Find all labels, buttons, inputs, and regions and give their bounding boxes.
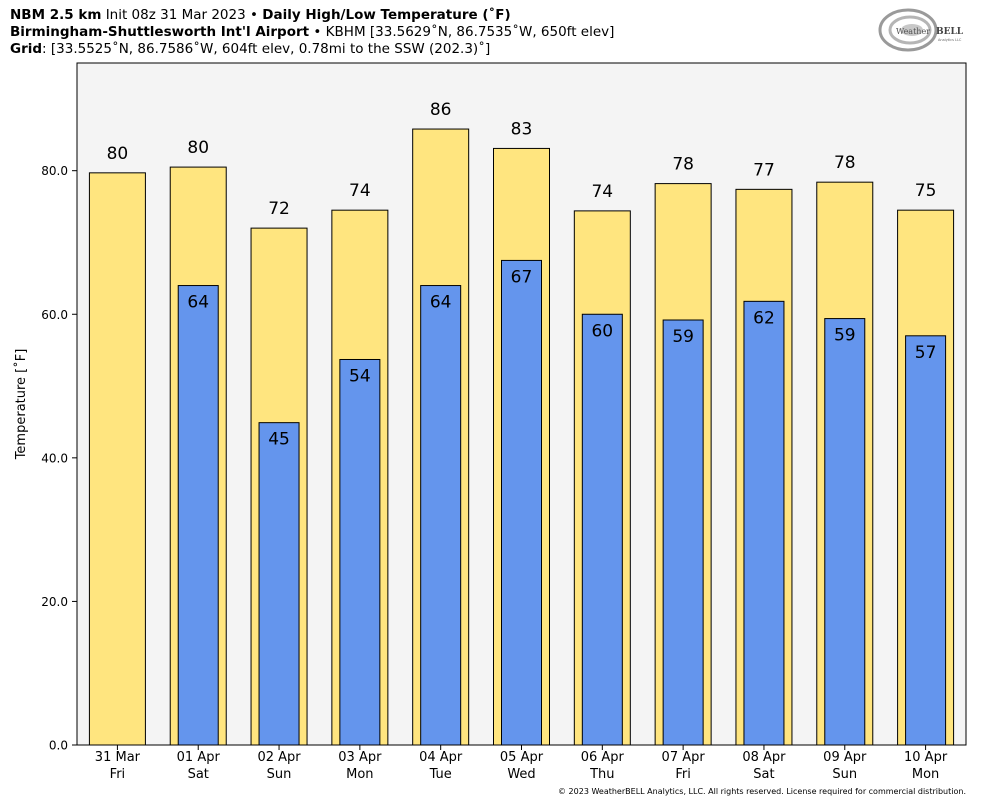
low-value-label: 67	[511, 267, 533, 287]
y-tick-label: 40.0	[41, 451, 68, 465]
high-value-label: 83	[511, 119, 533, 139]
low-bar	[905, 335, 947, 746]
low-bar	[339, 358, 381, 746]
model-name: NBM 2.5 km	[10, 7, 102, 23]
high-value-label: 72	[268, 199, 290, 219]
x-tick-label-weekday: Sun	[267, 767, 292, 782]
x-tick-label-weekday: Sat	[188, 767, 209, 782]
high-bar	[88, 172, 146, 746]
init-time: Init 08z 31 Mar 2023	[105, 7, 246, 23]
logo-text-weather: Weather	[896, 27, 930, 36]
x-tick-label-date: 10 Apr	[904, 750, 948, 765]
product-title: Daily High/Low Temperature (˚F)	[262, 7, 511, 23]
low-value-label: 59	[672, 327, 694, 347]
high-value-label: 75	[915, 181, 937, 201]
x-tick-label-date: 01 Apr	[177, 750, 221, 765]
x-tick-label-weekday: Mon	[346, 767, 373, 782]
x-tick-label-weekday: Tue	[429, 767, 452, 782]
low-value-label: 57	[915, 343, 937, 363]
low-value-label: 60	[591, 321, 613, 341]
low-bar	[581, 313, 623, 746]
x-tick-label-date: 31 Mar	[95, 750, 141, 765]
high-value-label: 78	[834, 153, 856, 173]
x-tick-label-date: 06 Apr	[581, 750, 625, 765]
low-temperature-series	[177, 259, 947, 746]
low-bar	[824, 318, 866, 746]
weatherbell-logo: Weather BELL Analytics LLC	[878, 8, 964, 52]
y-tick-label: 20.0	[41, 595, 68, 609]
y-axis-label: Temperature [˚F]	[13, 349, 29, 461]
x-tick-label-weekday: Sat	[753, 767, 774, 782]
x-tick-label-weekday: Wed	[507, 767, 535, 782]
station-name: Birmingham-Shuttlesworth Int'l Airport	[10, 24, 310, 40]
high-value-label: 74	[591, 182, 613, 202]
header-line-1: NBM 2.5 km Init 08z 31 Mar 2023 • Daily …	[10, 6, 511, 24]
high-value-labels: 80 80 72 74 86 83 74 78 77 78 75	[107, 100, 937, 219]
bullet-separator: •	[313, 24, 322, 40]
x-tick-label-date: 02 Apr	[257, 750, 301, 765]
y-tick-label: 80.0	[41, 164, 68, 178]
x-tick-label-weekday: Fri	[110, 767, 126, 782]
low-bar	[662, 319, 704, 746]
low-value-label: 54	[349, 366, 371, 386]
low-value-label: 64	[430, 293, 452, 313]
y-axis: 0.0 20.0 40.0 60.0 80.0	[41, 164, 77, 753]
x-tick-label-date: 09 Apr	[823, 750, 867, 765]
x-axis: 31 Mar Fri 01 Apr Sat 02 Apr Sun 03 Apr Mon 04 A…	[95, 745, 948, 782]
x-tick-label-date: 03 Apr	[338, 750, 382, 765]
grid-info: : [33.5525˚N, 86.7586˚W, 604ft elev, 0.7…	[42, 41, 491, 57]
x-tick-label-weekday: Fri	[675, 767, 691, 782]
x-tick-label-date: 07 Apr	[662, 750, 706, 765]
x-tick-label-weekday: Mon	[912, 767, 939, 782]
low-bar	[177, 285, 219, 746]
low-value-label: 59	[834, 326, 856, 346]
y-tick-label: 60.0	[41, 308, 68, 322]
low-value-label: 45	[268, 430, 290, 450]
low-bar	[743, 300, 785, 746]
low-bar	[258, 422, 300, 746]
high-value-label: 78	[672, 155, 694, 175]
high-value-label: 86	[430, 100, 452, 120]
low-bar	[420, 285, 462, 746]
high-value-label: 74	[349, 181, 371, 201]
low-value-labels: 64 45 54 64 67 60 59 62 59 57	[187, 267, 936, 449]
x-tick-label-weekday: Sun	[832, 767, 857, 782]
bullet-separator: •	[250, 7, 258, 23]
copyright-notice: © 2023 WeatherBELL Analytics, LLC. All r…	[558, 787, 966, 796]
high-value-label: 80	[187, 138, 209, 158]
logo-text-sub: Analytics LLC	[938, 38, 962, 42]
y-tick-label: 0.0	[49, 739, 68, 753]
x-tick-label-date: 04 Apr	[419, 750, 463, 765]
station-info: KBHM [33.5629˚N, 86.7535˚W, 650ft elev]	[325, 24, 615, 40]
header-line-3: Grid: [33.5525˚N, 86.7586˚W, 604ft elev,…	[10, 40, 490, 58]
high-value-label: 77	[753, 160, 775, 180]
header-line-2: Birmingham-Shuttlesworth Int'l Airport •…	[10, 23, 614, 41]
x-tick-label-date: 08 Apr	[742, 750, 786, 765]
low-value-label: 62	[753, 308, 775, 328]
low-bar	[501, 259, 542, 746]
x-tick-label-date: 05 Apr	[500, 750, 544, 765]
high-value-label: 80	[107, 144, 129, 164]
x-tick-label-weekday: Thu	[589, 767, 614, 782]
grid-label: Grid	[10, 41, 43, 57]
low-value-label: 64	[187, 293, 209, 313]
logo-text-bell: BELL	[936, 27, 964, 37]
